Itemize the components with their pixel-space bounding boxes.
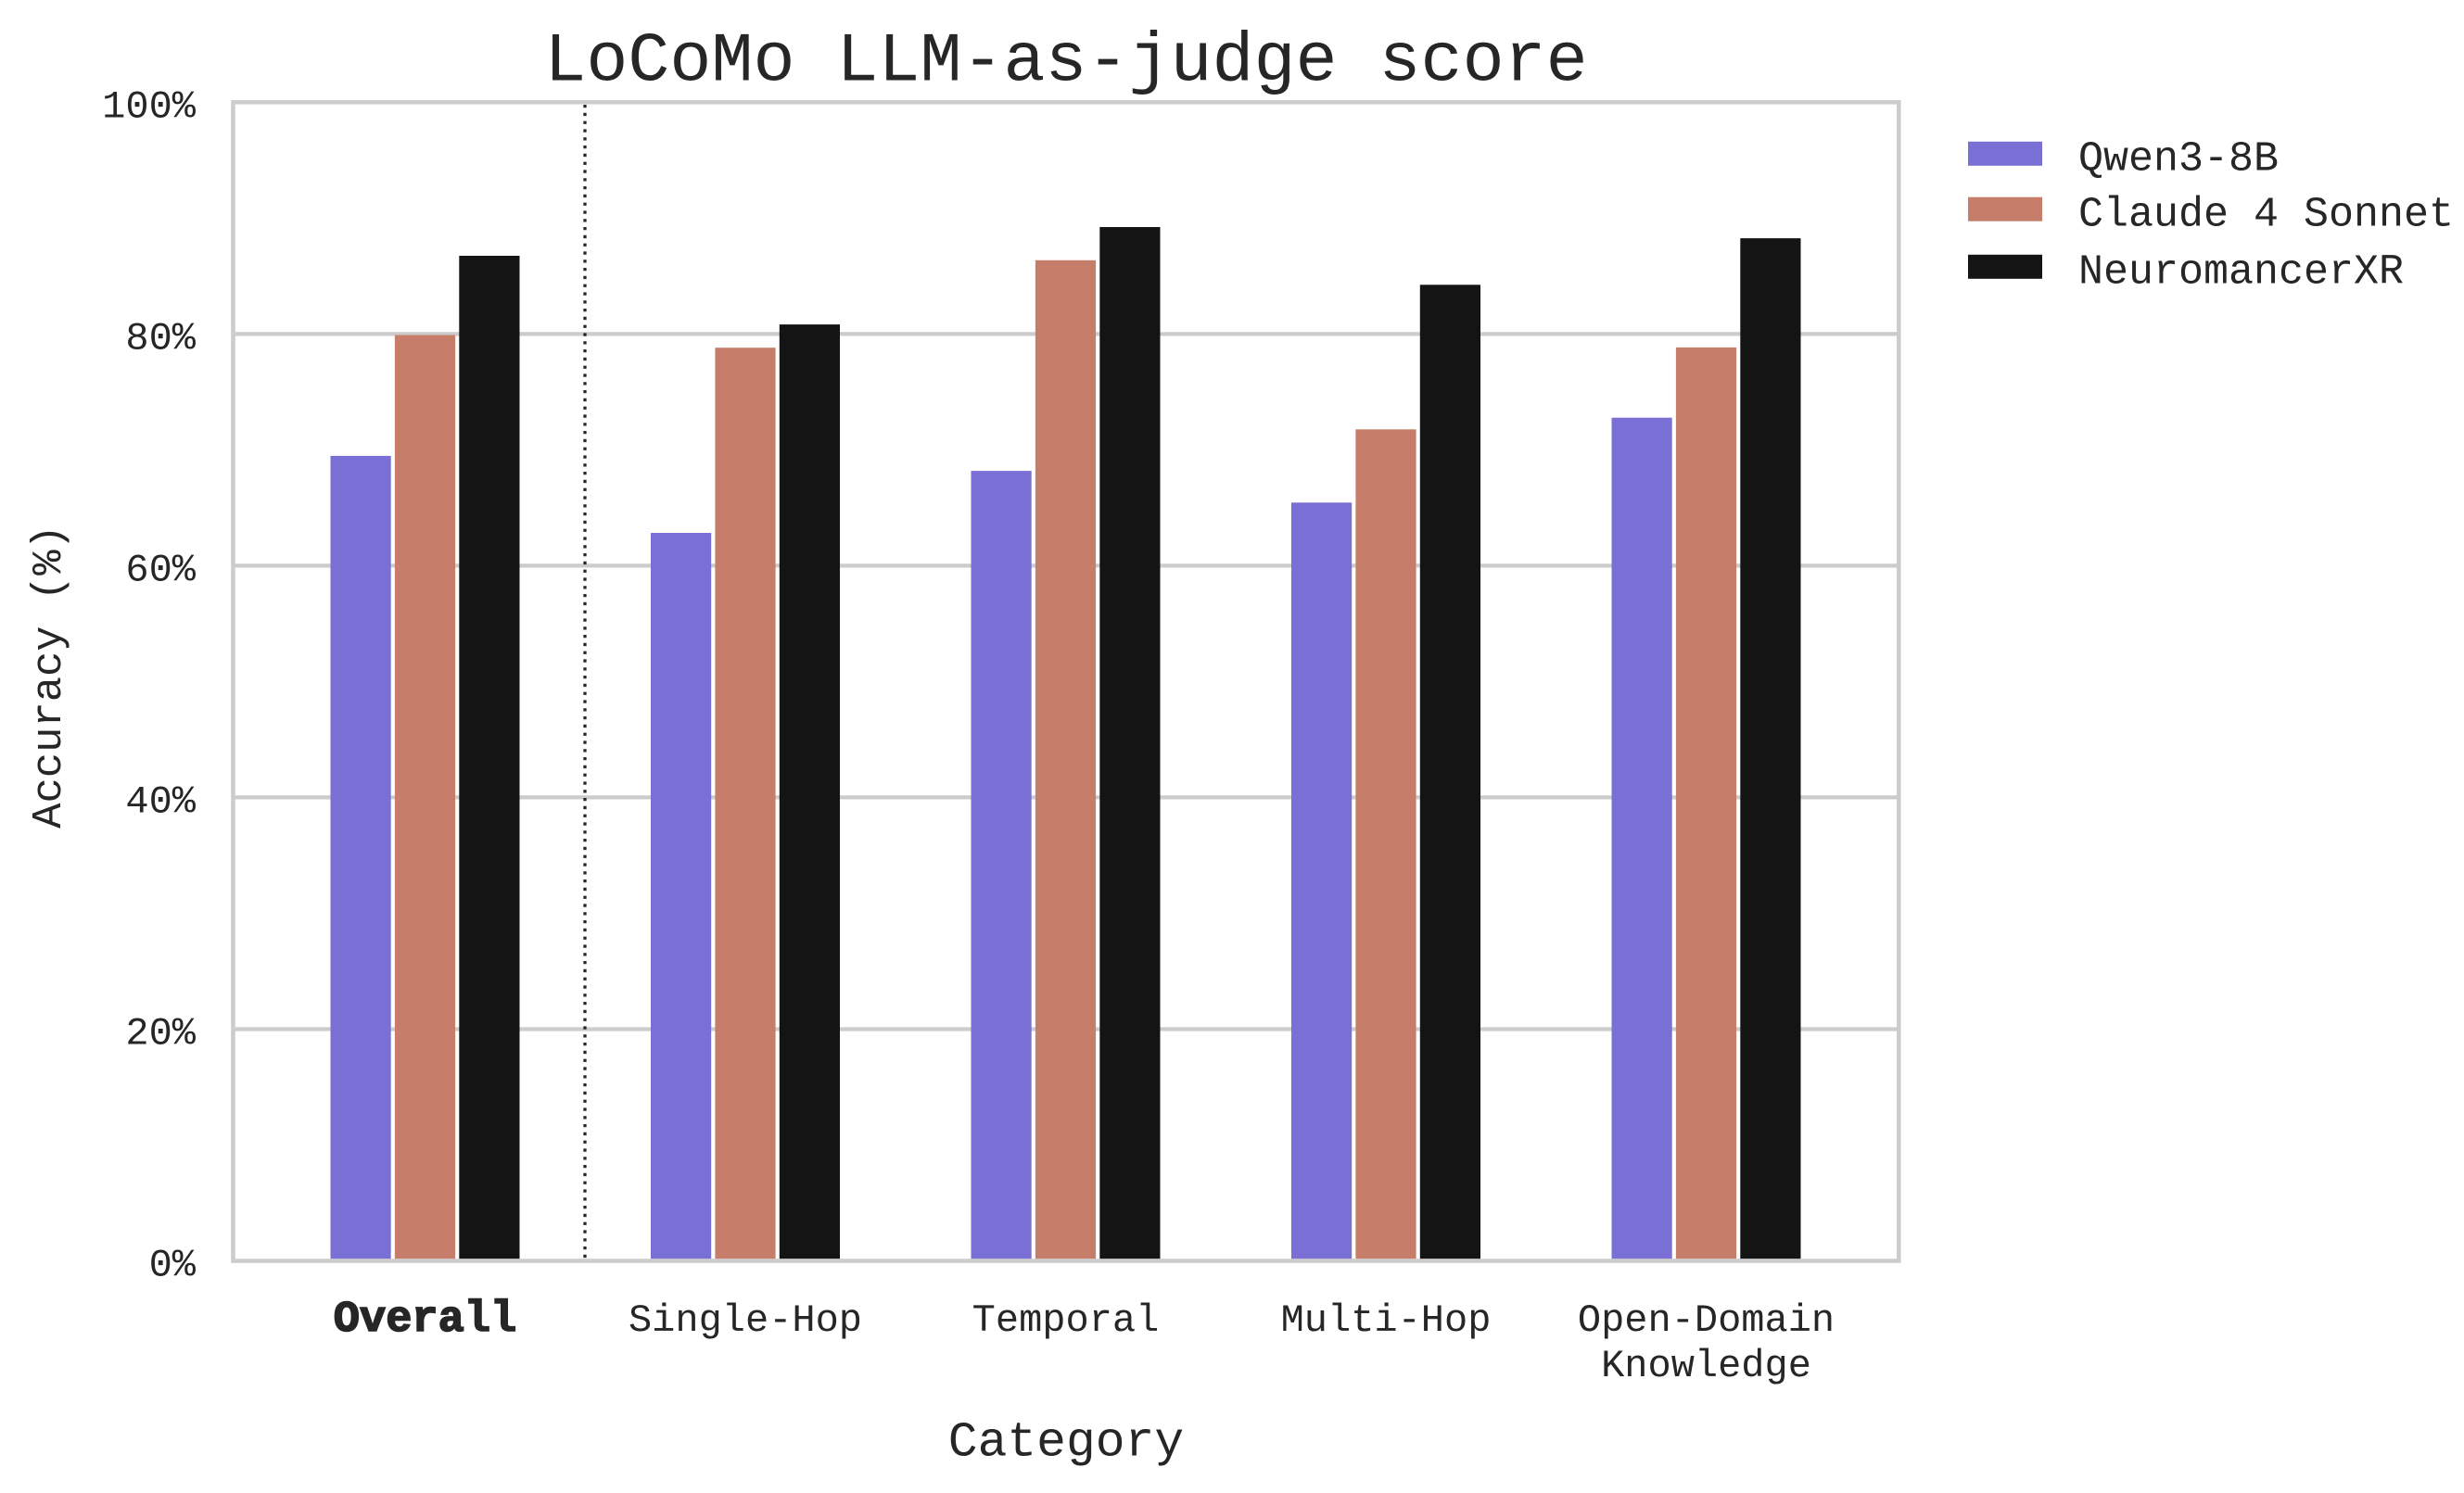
svg-text:20%: 20%: [125, 1012, 196, 1056]
svg-text:Temporal: Temporal: [972, 1298, 1160, 1343]
svg-text:Category: Category: [948, 1415, 1184, 1471]
svg-text:NeuromancerXR: NeuromancerXR: [2078, 249, 2404, 297]
svg-text:60%: 60%: [125, 549, 196, 593]
svg-text:100%: 100%: [102, 85, 197, 130]
svg-text:Open-Domain: Open-Domain: [1578, 1298, 1835, 1343]
svg-text:LoCoMo LLM-as-judge score: LoCoMo LLM-as-judge score: [544, 23, 1587, 102]
svg-text:Multi-Hop: Multi-Hop: [1281, 1298, 1492, 1343]
svg-text:Knowledge: Knowledge: [1601, 1344, 1811, 1388]
svg-text:40%: 40%: [125, 780, 196, 825]
svg-text:Single-Hop: Single-Hop: [629, 1298, 862, 1343]
svg-text:Overall: Overall: [334, 1296, 516, 1345]
svg-text:80%: 80%: [125, 317, 196, 361]
svg-text:Qwen3-8B: Qwen3-8B: [2078, 136, 2279, 183]
svg-text:Claude 4 Sonnet: Claude 4 Sonnet: [2078, 192, 2454, 239]
svg-text:0%: 0%: [149, 1244, 197, 1288]
svg-text:Accuracy (%): Accuracy (%): [25, 525, 73, 829]
